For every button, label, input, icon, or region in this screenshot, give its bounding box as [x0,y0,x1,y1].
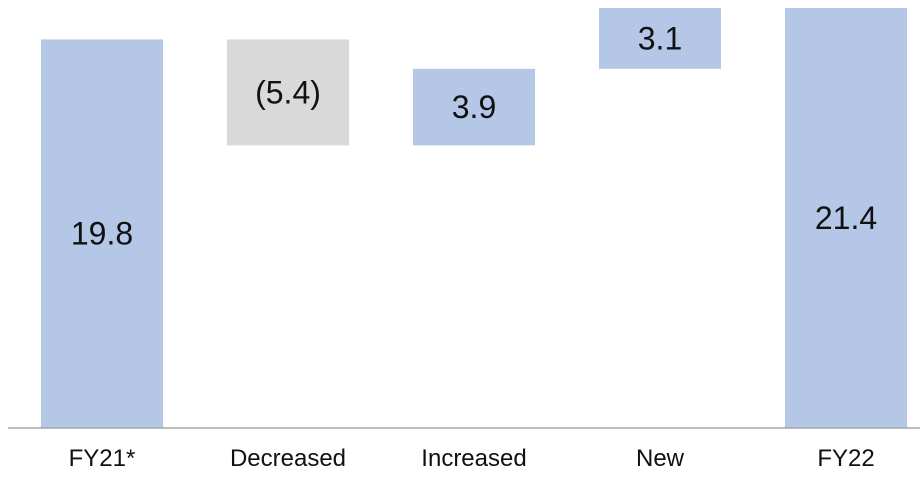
bar-new [599,8,721,69]
bars-group: 19.8 (5.4) 3.9 3.1 21.4 [41,8,907,429]
data-label: 21.4 [815,200,877,236]
x-tick-label: Increased [421,445,526,472]
x-tick-label: FY22 [817,445,874,472]
data-label: 19.8 [71,216,133,252]
x-axis-tick-labels: FY21* Decreased Increased New FY22 [69,445,875,472]
bar-increased [413,68,535,146]
data-label: 3.1 [638,20,682,56]
data-label: 3.9 [452,89,496,125]
bar-decreased [227,39,349,146]
x-tick-label: Decreased [230,445,346,472]
bar-fy22 [785,8,907,428]
data-label: (5.4) [255,74,321,110]
bar-fy21 [41,39,163,429]
x-tick-label: FY21* [69,445,136,472]
x-tick-label: New [636,445,685,472]
